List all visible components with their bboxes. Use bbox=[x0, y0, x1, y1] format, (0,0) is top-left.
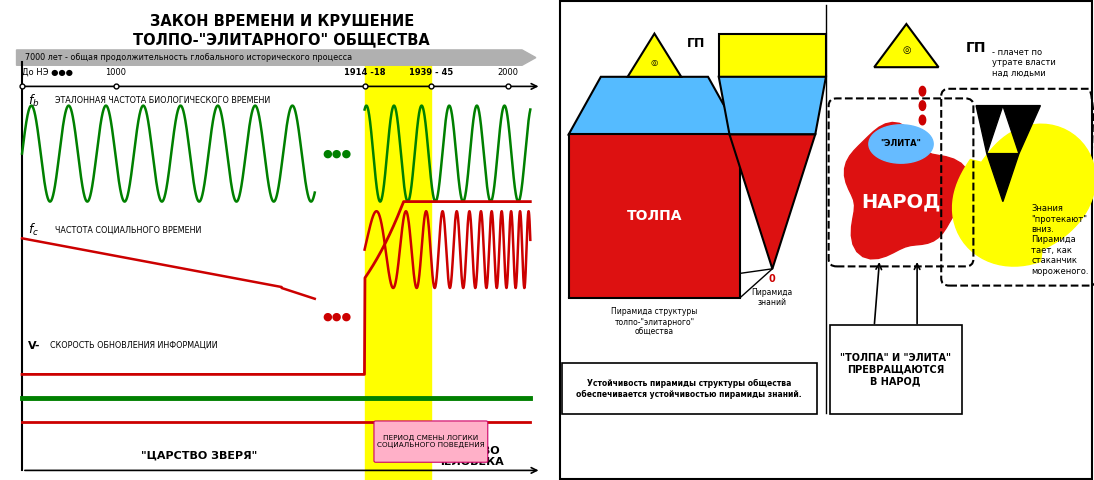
Polygon shape bbox=[869, 125, 933, 163]
Polygon shape bbox=[719, 34, 826, 77]
Text: - плачет по
утрате власти
над людьми: - плачет по утрате власти над людьми bbox=[992, 48, 1056, 78]
FancyBboxPatch shape bbox=[561, 363, 817, 414]
Text: ЭТАЛОННАЯ ЧАСТОТА БИОЛОГИЧЕСКОГО ВРЕМЕНИ: ЭТАЛОННАЯ ЧАСТОТА БИОЛОГИЧЕСКОГО ВРЕМЕНИ bbox=[55, 96, 270, 105]
Text: ЦАРСТВО
ЧЕЛОВЕКА: ЦАРСТВО ЧЕЛОВЕКА bbox=[435, 445, 504, 467]
Polygon shape bbox=[569, 134, 741, 298]
Text: ●●●: ●●● bbox=[323, 149, 351, 158]
Text: Пирамида
знаний: Пирамида знаний bbox=[752, 288, 793, 307]
Text: До НЭ ●●●: До НЭ ●●● bbox=[22, 68, 73, 77]
Text: "ЭЛИТА": "ЭЛИТА" bbox=[881, 140, 921, 148]
Text: Пирамида структуры
толпо-"элитарного"
общества: Пирамида структуры толпо-"элитарного" об… bbox=[612, 307, 698, 337]
Text: ЗАКОН ВРЕМЕНИ И КРУШЕНИЕ
ТОЛПО-"ЭЛИТАРНОГО" ОБЩЕСТВА: ЗАКОН ВРЕМЕНИ И КРУШЕНИЕ ТОЛПО-"ЭЛИТАРНО… bbox=[133, 14, 430, 47]
Polygon shape bbox=[987, 154, 1019, 202]
Polygon shape bbox=[874, 24, 939, 67]
Text: $f_c$: $f_c$ bbox=[27, 222, 38, 239]
FancyBboxPatch shape bbox=[559, 1, 1093, 479]
Polygon shape bbox=[569, 77, 741, 134]
Text: ПЕРИОД СМЕНЫ ЛОГИКИ
СОЦИАЛЬНОГО ПОВЕДЕНИЯ: ПЕРИОД СМЕНЫ ЛОГИКИ СОЦИАЛЬНОГО ПОВЕДЕНИ… bbox=[377, 435, 485, 448]
Polygon shape bbox=[845, 122, 970, 259]
Ellipse shape bbox=[919, 101, 926, 110]
FancyArrow shape bbox=[16, 50, 536, 65]
Text: 1000: 1000 bbox=[105, 68, 127, 77]
Ellipse shape bbox=[919, 115, 926, 125]
FancyBboxPatch shape bbox=[374, 421, 488, 462]
Polygon shape bbox=[730, 134, 815, 269]
Text: ◎: ◎ bbox=[903, 45, 910, 55]
Text: "ТОЛПА" И "ЭЛИТА"
ПРЕВРАЩАЮТСЯ
В НАРОД: "ТОЛПА" И "ЭЛИТА" ПРЕВРАЩАЮТСЯ В НАРОД bbox=[840, 353, 951, 386]
Polygon shape bbox=[953, 124, 1094, 266]
Text: 0: 0 bbox=[769, 274, 776, 284]
Text: СКОРОСТЬ ОБНОВЛЕНИЯ ИНФОРМАЦИИ: СКОРОСТЬ ОБНОВЛЕНИЯ ИНФОРМАЦИИ bbox=[49, 341, 218, 350]
Text: "ЦАРСТВО ЗВЕРЯ": "ЦАРСТВО ЗВЕРЯ" bbox=[141, 451, 257, 461]
Text: ГП: ГП bbox=[687, 36, 705, 50]
Polygon shape bbox=[719, 77, 826, 134]
Text: ГП: ГП bbox=[965, 41, 986, 55]
Text: ЧАСТОТА СОЦИАЛЬНОГО ВРЕМЕНИ: ЧАСТОТА СОЦИАЛЬНОГО ВРЕМЕНИ bbox=[55, 226, 201, 235]
Text: 7000 лет - общая продолжительность глобального исторического процесса: 7000 лет - общая продолжительность глоба… bbox=[25, 53, 352, 62]
Text: НАРОД: НАРОД bbox=[861, 192, 941, 211]
FancyBboxPatch shape bbox=[829, 325, 962, 414]
Text: 2000: 2000 bbox=[498, 68, 519, 77]
Text: Устойчивость пирамиды структуры общества
обеспечивается устойчивостью пирамиды з: Устойчивость пирамиды структуры общества… bbox=[577, 379, 802, 398]
Polygon shape bbox=[1003, 106, 1040, 154]
Text: ТОЛПА: ТОЛПА bbox=[627, 209, 683, 223]
Text: ◎: ◎ bbox=[651, 58, 659, 67]
Text: 1914 -18: 1914 -18 bbox=[344, 68, 385, 77]
Bar bbox=[364, 62, 431, 480]
Text: V-: V- bbox=[27, 341, 40, 350]
Text: Знания
"протекают"
вниз.
Пирамида
тает, как
стаканчик
мороженого.: Знания "протекают" вниз. Пирамида тает, … bbox=[1032, 204, 1089, 276]
Text: $f_b$: $f_b$ bbox=[27, 93, 39, 109]
Text: ●●●: ●●● bbox=[323, 312, 351, 322]
Text: 1939 - 45: 1939 - 45 bbox=[409, 68, 453, 77]
Polygon shape bbox=[976, 106, 1003, 154]
Ellipse shape bbox=[919, 86, 926, 96]
Polygon shape bbox=[628, 34, 682, 77]
